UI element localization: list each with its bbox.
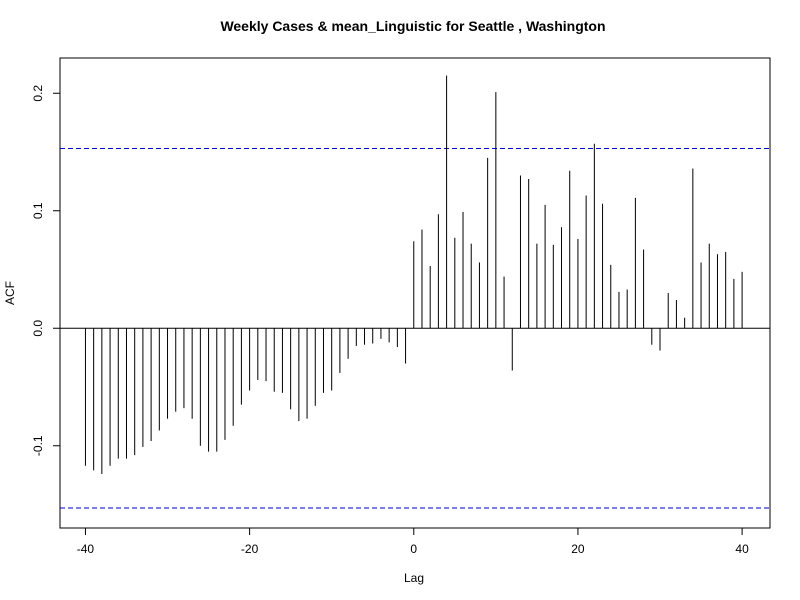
plot-frame (59, 57, 771, 529)
x-tick-label: 0 (410, 542, 417, 556)
y-tick-label: 0.0 (31, 320, 45, 337)
x-tick-label: 40 (735, 542, 749, 556)
y-tick-label: -0.1 (31, 435, 45, 456)
x-tick-label: -40 (77, 542, 95, 556)
x-tick-label: 20 (571, 542, 585, 556)
y-axis-label: ACF (3, 281, 17, 305)
x-tick-label: -20 (241, 542, 259, 556)
chart-title: Weekly Cases & mean_Linguistic for Seatt… (220, 18, 605, 34)
y-tick-label: 0.1 (31, 202, 45, 219)
y-tick-label: 0.2 (31, 85, 45, 102)
x-axis-label: Lag (404, 571, 424, 585)
